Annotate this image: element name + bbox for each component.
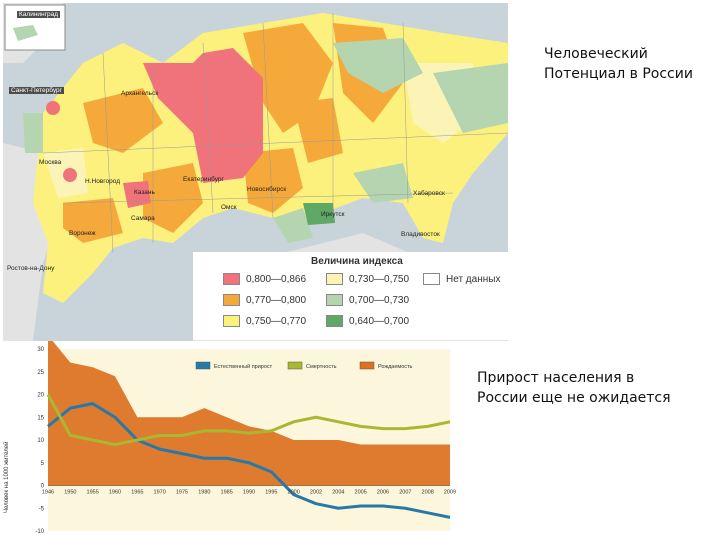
x-tick-label: 2006 bbox=[377, 490, 389, 496]
x-tick-label: 1960 bbox=[109, 490, 121, 496]
city-label: Самара bbox=[131, 215, 155, 222]
city-label: Воронеж bbox=[69, 230, 96, 237]
legend-item: Нет данных bbox=[423, 272, 500, 286]
caption-line: Человеческий bbox=[544, 46, 648, 62]
city-label: Омск bbox=[221, 204, 237, 211]
population-chart: Человек на 1000 жителей 30 25 20 15 10 5 0 -5 -1… bbox=[0, 335, 460, 540]
x-tick-label: 1980 bbox=[198, 490, 210, 496]
caption-top: Человеческий Потенциал в России bbox=[544, 44, 693, 84]
map-legend: Величина индекса 0,800—0,866 0,770—0,800… bbox=[193, 252, 508, 340]
legend-label: Естественный прирост bbox=[214, 363, 273, 370]
chart-svg: 30 25 20 15 10 5 0 -5 -10 1946 1950 1955 1960 1965 197… bbox=[35, 335, 456, 535]
y-tick-label: 30 bbox=[37, 347, 44, 353]
x-tick-label: 2009 bbox=[444, 490, 456, 496]
city-label: Архангельск bbox=[121, 90, 159, 97]
legend-swatch bbox=[326, 294, 343, 306]
city-label: Хабаровск bbox=[413, 190, 445, 197]
x-tick-label: 2007 bbox=[399, 490, 411, 496]
x-tick-label: 1955 bbox=[87, 490, 99, 496]
legend-swatch bbox=[195, 361, 211, 370]
caption-line: Прирост населения в bbox=[477, 370, 635, 386]
legend-item: 0,640—0,700 bbox=[326, 314, 409, 328]
city-label: Иркутск bbox=[321, 211, 345, 218]
caption-line: России еще не ожидается bbox=[477, 390, 671, 406]
caption-line: Потенциал в России bbox=[544, 66, 693, 82]
legend-swatch bbox=[423, 273, 440, 285]
hdi-map: Калининград Санкт-Петербург Архангельск … bbox=[3, 3, 508, 341]
x-tick-label: 2008 bbox=[422, 490, 434, 496]
city-label: Ростов-на-Дону bbox=[7, 265, 55, 272]
y-tick-label: 5 bbox=[41, 461, 45, 467]
chart-ylabel: Человек на 1000 жителей bbox=[4, 441, 10, 514]
legend-label: 0,640—0,700 bbox=[349, 315, 410, 327]
legend-swatch bbox=[359, 361, 375, 370]
legend-item: 0,770—0,800 bbox=[223, 293, 306, 307]
x-tick-label: 2002 bbox=[310, 490, 322, 496]
legend-item: 0,730—0,750 bbox=[326, 272, 409, 286]
series-area-births bbox=[48, 335, 450, 486]
y-tick-label: 15 bbox=[37, 415, 44, 421]
x-tick-label: 1995 bbox=[265, 490, 277, 496]
legend-swatch bbox=[326, 315, 343, 327]
caption-bottom: Прирост населения в России еще не ожидае… bbox=[477, 368, 671, 408]
legend-label: 0,800—0,866 bbox=[246, 273, 307, 285]
legend-label: 0,750—0,770 bbox=[246, 315, 307, 327]
x-tick-label: 1965 bbox=[131, 490, 143, 496]
legend-label: 0,730—0,750 bbox=[349, 273, 410, 285]
legend-label: 0,770—0,800 bbox=[246, 294, 307, 306]
legend-swatch bbox=[326, 273, 343, 285]
x-tick-label: 2005 bbox=[355, 490, 367, 496]
legend-label: Рождаемость bbox=[378, 364, 413, 370]
series-area-births-shade bbox=[48, 335, 450, 486]
legend-item: 0,700—0,730 bbox=[326, 293, 409, 307]
city-label: Владивосток bbox=[401, 231, 440, 238]
x-tick-label: 1950 bbox=[64, 490, 76, 496]
legend-swatch bbox=[223, 294, 240, 306]
legend-label: Смертность bbox=[306, 364, 337, 370]
legend-swatch bbox=[223, 273, 240, 285]
y-tick-label: 25 bbox=[37, 370, 44, 376]
y-tick-label: -10 bbox=[35, 529, 44, 535]
legend-item: 0,800—0,866 bbox=[223, 272, 306, 286]
city-label: Н.Новгород bbox=[85, 178, 120, 185]
legend-label: Нет данных bbox=[446, 273, 501, 285]
city-label: Санкт-Петербург bbox=[9, 87, 64, 94]
city-label: Новосибирск bbox=[247, 186, 287, 193]
series-line-natural-growth bbox=[47, 402, 451, 519]
city-label: Казань bbox=[134, 189, 155, 196]
city-label: Екатеринбург bbox=[183, 176, 224, 183]
y-tick-label: 10 bbox=[37, 438, 44, 444]
y-tick-label: 0 bbox=[41, 484, 45, 490]
x-tick-label: 1946 bbox=[42, 490, 54, 496]
x-tick-label: 1975 bbox=[176, 490, 188, 496]
y-tick-label: -5 bbox=[39, 506, 45, 512]
x-tick-label: 1985 bbox=[221, 490, 233, 496]
y-tick-label: 20 bbox=[37, 393, 44, 399]
legend-label: 0,700—0,730 bbox=[349, 294, 410, 306]
legend-item: 0,750—0,770 bbox=[223, 314, 306, 328]
legend-swatch bbox=[223, 315, 240, 327]
x-tick-label: 2004 bbox=[332, 490, 344, 496]
city-label: Москва bbox=[39, 159, 62, 166]
city-label: Калининград bbox=[17, 11, 61, 18]
x-tick-label: 1970 bbox=[154, 490, 166, 496]
x-tick-label: 1990 bbox=[243, 490, 255, 496]
legend-title: Величина индекса bbox=[311, 256, 403, 267]
legend-swatch bbox=[287, 361, 303, 370]
x-tick-label: 2000 bbox=[288, 490, 300, 496]
series-line-mortality bbox=[46, 393, 451, 447]
